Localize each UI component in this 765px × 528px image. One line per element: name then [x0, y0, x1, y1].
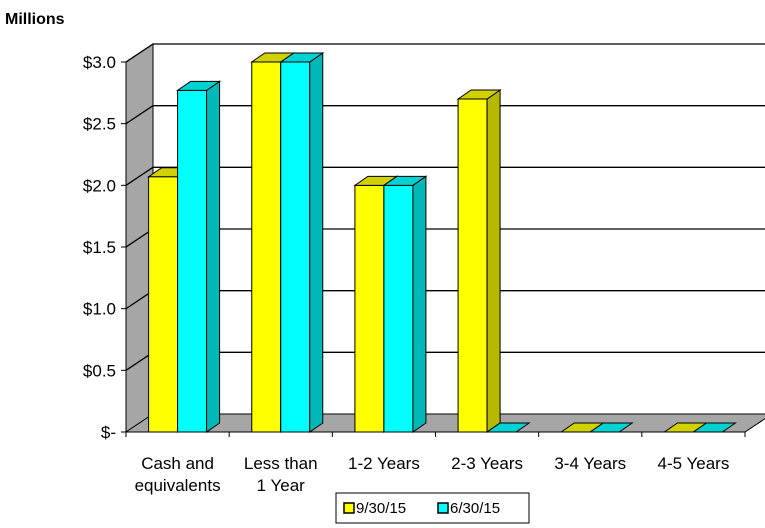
y-tick-label: $2.0 — [83, 176, 116, 195]
bar-top — [279, 52, 325, 63]
bar-side — [309, 52, 324, 433]
y-tick-label: $- — [101, 423, 116, 442]
bar-front — [280, 61, 311, 433]
bar-6/30/15-0 — [175, 80, 222, 433]
bar-9/30/15-3 — [456, 89, 502, 433]
x-tick-label: 3-4 Years — [554, 454, 626, 473]
x-tick-label: 1-2 Years — [348, 454, 420, 473]
y-tick-label: $0.5 — [83, 361, 116, 380]
bar-front — [354, 184, 385, 433]
bar-top — [456, 89, 502, 100]
gridline — [125, 105, 765, 125]
y-tick-label: $3.0 — [83, 53, 116, 72]
gridline — [125, 290, 765, 310]
bar-top — [485, 422, 531, 433]
unit-label: Millions — [5, 11, 65, 28]
bar-6/30/15-3 — [485, 422, 531, 433]
gridline — [125, 43, 765, 63]
bar-side — [412, 175, 427, 433]
legend-swatch — [343, 502, 355, 514]
bar-top — [382, 175, 428, 186]
x-tick-label: Cash and equivalents — [135, 454, 221, 495]
gridlines — [125, 43, 765, 371]
legend-label: 9/30/15 — [356, 500, 406, 517]
gridline — [125, 351, 765, 371]
x-tick-label: Less than 1 Year — [244, 454, 318, 495]
bar-front — [177, 89, 208, 433]
y-tick-label: $2.5 — [83, 115, 116, 134]
bar-front — [251, 61, 282, 433]
plot-walls — [124, 43, 765, 433]
y-tick-label: $1.0 — [83, 300, 116, 319]
bar-top — [588, 422, 634, 433]
x-tick-labels: Cash and equivalents Less than 1 Year 1-2 Ye… — [135, 454, 730, 495]
bar-front — [457, 98, 488, 433]
y-tick-labels: $- $0.5 $1.0 $1.5 $2.0 $2.5 $3.0 — [83, 53, 116, 442]
bar-6/30/15-2 — [382, 175, 428, 433]
legend-swatch — [437, 502, 449, 514]
bar-side — [486, 89, 501, 433]
bar-side — [206, 80, 221, 433]
y-tick-label: $1.5 — [83, 238, 116, 257]
bar-6/30/15-5 — [691, 422, 738, 433]
bar-6/30/15-1 — [279, 52, 325, 433]
bar-front — [383, 184, 414, 433]
bar-top — [691, 422, 738, 433]
legend: 9/30/15 6/30/15 — [335, 492, 530, 524]
axes — [121, 61, 746, 437]
bar-top — [175, 80, 222, 91]
gridline — [125, 228, 765, 248]
x-tick-label: 2-3 Years — [451, 454, 523, 473]
x-tick-label: 4-5 Years — [657, 454, 729, 473]
legend-label: 6/30/15 — [450, 500, 500, 517]
bar-6/30/15-4 — [588, 422, 634, 433]
bar-front — [148, 176, 179, 433]
legend-box — [335, 492, 530, 524]
gridline — [125, 166, 765, 186]
bars — [146, 52, 738, 433]
